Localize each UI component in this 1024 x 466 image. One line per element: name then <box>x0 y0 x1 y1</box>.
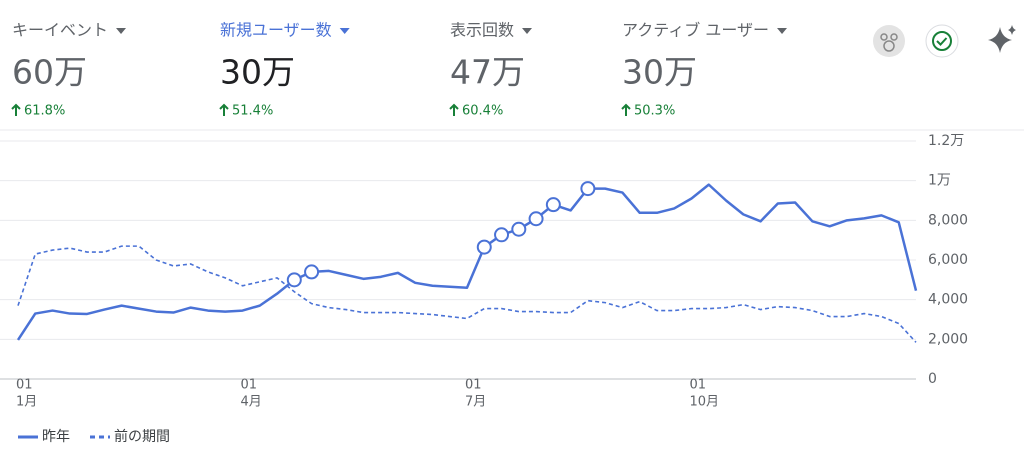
top-icons <box>873 24 1016 58</box>
up-arrow <box>11 103 21 116</box>
highlight-point[interactable] <box>580 181 596 197</box>
x-tick-sublabel: 10月 <box>690 395 720 410</box>
y-tick-label: 1万 <box>928 173 951 189</box>
up-arrow <box>449 103 459 116</box>
x-tick-sublabel: 7月 <box>465 395 486 410</box>
highlight-point[interactable] <box>545 197 561 213</box>
x-tick-sublabel: 1月 <box>16 395 37 410</box>
metric-change: 50.3% <box>634 104 675 119</box>
legend-label: 前の期間 <box>114 428 170 445</box>
highlight-point[interactable] <box>476 239 492 255</box>
dropdown-arrow <box>116 28 127 34</box>
dropdown-arrow <box>522 28 533 34</box>
award-glyph <box>883 40 895 52</box>
metric-title[interactable]: 表示回数 <box>450 21 514 40</box>
metric-value: 60万 <box>12 53 87 92</box>
x-tick-label: 01 <box>690 378 707 393</box>
sparkle-icon[interactable] <box>988 25 1016 53</box>
series-line <box>17 245 917 343</box>
y-tick-label: 4,000 <box>928 292 968 308</box>
highlight-point[interactable] <box>511 221 527 237</box>
highlight-point[interactable] <box>494 227 510 243</box>
award-glyph <box>880 33 888 41</box>
check-icon[interactable] <box>925 24 959 58</box>
up-arrow <box>621 103 631 116</box>
x-tick-label: 01 <box>16 378 33 393</box>
up-arrow <box>219 103 229 116</box>
metric-value: 30万 <box>622 53 697 92</box>
metric-value: 47万 <box>450 53 525 92</box>
check-glyph <box>932 31 952 51</box>
metric-title[interactable]: キーイベント <box>12 21 108 40</box>
metric-title[interactable]: アクティブ ユーザー <box>622 21 769 40</box>
highlight-point[interactable] <box>286 272 302 288</box>
y-tick-label: 6,000 <box>928 252 968 268</box>
check-glyph <box>936 37 948 46</box>
dropdown-arrow <box>339 28 350 34</box>
series-line <box>16 183 918 341</box>
metric-title[interactable]: 新規ユーザー数 <box>220 21 332 40</box>
legend-label: 昨年 <box>42 429 70 445</box>
highlight-point[interactable] <box>528 211 544 227</box>
metric-change: 60.4% <box>462 104 503 119</box>
y-tick-label: 8,000 <box>928 212 968 228</box>
x-tick-label: 01 <box>241 378 258 393</box>
y-tick-label: 1.2万 <box>928 133 964 149</box>
x-tick-sublabel: 4月 <box>241 395 262 410</box>
award-glyph <box>890 33 898 41</box>
metric-change: 51.4% <box>232 104 273 119</box>
y-tick-label: 0 <box>928 371 937 387</box>
dropdown-arrow <box>777 28 788 34</box>
metric-change: 61.8% <box>24 104 65 119</box>
y-tick-label: 2,000 <box>928 331 968 347</box>
highlight-point[interactable] <box>304 264 320 280</box>
x-tick-label: 01 <box>465 378 482 393</box>
metric-value: 30万 <box>220 53 295 92</box>
